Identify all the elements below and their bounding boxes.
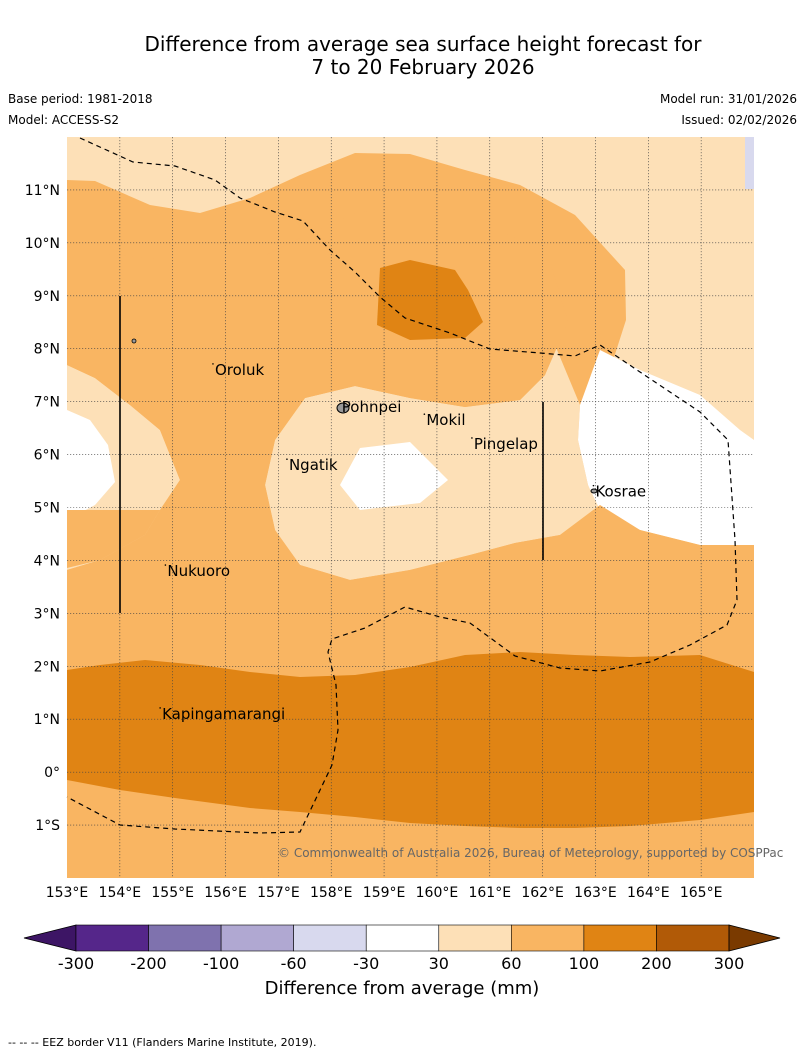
latitude-tick-label: 6°N	[34, 448, 60, 464]
latitude-tick-label: 5°N	[34, 501, 60, 517]
longitude-tick-label: 164°E	[627, 885, 670, 901]
colorbar-segment	[438, 924, 512, 952]
masked-corner	[745, 137, 754, 189]
place-marker	[592, 484, 595, 487]
latitude-tick-label: 8°N	[34, 342, 60, 358]
colorbar-segment	[220, 924, 294, 952]
colorbar-tick-label: 200	[641, 954, 672, 973]
colorbar-over-arrow	[728, 924, 781, 952]
place-labels: Oroluk Pohnpei Mokil Pingelap Ngatik Kosrae Nu…	[159, 361, 646, 723]
place-marker	[286, 458, 288, 460]
colorbar-tick-label: 30	[429, 954, 449, 973]
latitude-tick-label: 11°N	[25, 183, 60, 199]
kosrae-island	[590, 488, 598, 494]
graticule	[67, 137, 754, 878]
place-label: Pohnpei	[342, 398, 402, 416]
colorbar-under-arrow	[23, 924, 77, 952]
band-100-200-south	[67, 652, 754, 828]
model-run-label: Model run: 31/01/2026	[659, 92, 797, 106]
issued-label: Issued: 02/02/2026	[681, 113, 797, 127]
longitude-tick-label: 154°E	[99, 885, 142, 901]
latitude-tick-label: 3°N	[34, 606, 60, 622]
base-period-label: Base period: 1981-2018	[8, 92, 153, 106]
colorbar-segment	[511, 924, 585, 952]
place-label: Oroluk	[215, 361, 264, 379]
pohnpei-island	[336, 402, 350, 414]
longitude-tick-label: 162°E	[521, 885, 564, 901]
place-marker	[339, 400, 341, 402]
eez-footnote: -- -- -- EEZ border V11 (Flanders Marine…	[8, 1036, 317, 1049]
longitude-tick-label: 165°E	[680, 885, 723, 901]
latitude-tick-label: 2°N	[34, 659, 60, 675]
eez-border	[66, 137, 738, 834]
place-marker	[471, 437, 473, 439]
band-60-100-south-upper	[67, 510, 160, 568]
latitude-tick-label: 9°N	[34, 289, 60, 305]
model-label: Model: ACCESS-S2	[8, 113, 120, 127]
latitude-labels: 11°N 10°N 9°N 8°N 7°N 6°N 5°N 4°N 3°N 2°N 1°N 0° 1°S	[25, 183, 60, 834]
latitude-tick-label: 7°N	[34, 395, 60, 411]
colorbar-segment	[75, 924, 149, 952]
band-neutral-west	[67, 410, 115, 520]
longitude-tick-label: 161°E	[468, 885, 511, 901]
longitude-tick-label: 158°E	[310, 885, 353, 901]
place-marker	[159, 707, 161, 709]
chart-title: Difference from average sea surface heig…	[0, 33, 804, 79]
colorbar-segment	[365, 924, 440, 952]
place-label: Kosrae	[595, 483, 646, 501]
place-label: Mokil	[426, 411, 465, 429]
colorbar-tick-label: 60	[501, 954, 521, 973]
title-line-2: 7 to 20 February 2026	[311, 55, 535, 79]
band-neutral-center	[340, 442, 448, 510]
colorbar-tick-label: -60	[281, 954, 307, 973]
band-100-200-north	[377, 260, 483, 340]
place-label: Kapingamarangi	[162, 705, 285, 723]
colorbar-tick-label: -100	[203, 954, 239, 973]
title-line-1: Difference from average sea surface heig…	[144, 32, 702, 56]
colorbar-tick-label: 100	[569, 954, 600, 973]
colorbar-title: Difference from average (mm)	[264, 978, 540, 999]
band-30-60-central	[265, 345, 600, 580]
colorbar-segment	[583, 924, 657, 952]
attribution-text: © Commonwealth of Australia 2026, Bureau…	[278, 846, 783, 860]
band-60-100-north	[67, 205, 754, 580]
place-label: Nukuoro	[167, 562, 230, 580]
colorbar-tick-label: -300	[58, 954, 94, 973]
longitude-tick-label: 153°E	[46, 885, 89, 901]
longitude-tick-label: 159°E	[363, 885, 406, 901]
longitude-tick-label: 156°E	[204, 885, 247, 901]
longitude-tick-label: 157°E	[257, 885, 300, 901]
place-label: Pingelap	[474, 435, 538, 453]
longitude-labels: 153°E 154°E 155°E 156°E 157°E 158°E 159°E 160°E…	[46, 885, 723, 901]
place-marker	[423, 413, 426, 415]
colorbar-tick-label: -200	[130, 954, 166, 973]
latitude-tick-label: 10°N	[25, 236, 60, 252]
colorbar-segment	[148, 924, 222, 952]
map-panel	[67, 137, 754, 878]
place-label: Ngatik	[289, 456, 338, 474]
place-marker	[212, 363, 214, 365]
colorbar-tick-label: -30	[353, 954, 379, 973]
colorbar-segment	[656, 924, 730, 952]
band-neutral-east	[578, 350, 754, 545]
colorbar-tick-label: 300	[714, 954, 745, 973]
colorbar: -300 -200 -100 -60 -30 30 60 100 200 300	[23, 924, 781, 973]
latitude-tick-label: 0°	[44, 765, 60, 781]
small-atoll	[131, 338, 137, 344]
longitude-tick-label: 155°E	[151, 885, 194, 901]
latitude-tick-label: 1°N	[34, 712, 60, 728]
colorbar-segment	[293, 924, 367, 952]
latitude-tick-label: 4°N	[34, 553, 60, 569]
islands	[131, 137, 754, 494]
longitude-tick-label: 163°E	[574, 885, 617, 901]
latitude-tick-label: 1°S	[35, 818, 60, 834]
longitude-tick-label: 160°E	[416, 885, 459, 901]
place-marker	[164, 564, 167, 566]
